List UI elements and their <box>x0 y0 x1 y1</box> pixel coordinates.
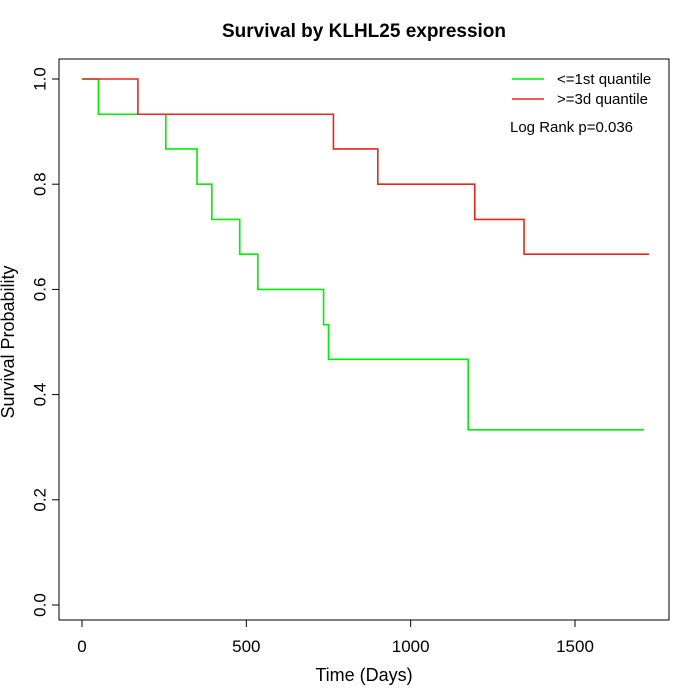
y-tick-label: 0.4 <box>31 383 50 407</box>
plot-frame <box>58 58 670 621</box>
survival-curve-high-quantile <box>82 78 649 255</box>
x-axis: 0 500 1000 1500 <box>77 619 594 656</box>
legend: <=1st quantile >=3d quantile <box>512 71 651 108</box>
legend-label: >=3d quantile <box>557 91 648 108</box>
series-layer <box>82 78 649 431</box>
y-tick-label: 0.0 <box>31 593 50 617</box>
x-tick-label: 500 <box>232 637 260 656</box>
y-tick-label: 0.2 <box>31 488 50 512</box>
legend-label: <=1st quantile <box>557 71 651 88</box>
x-tick-label: 0 <box>77 637 86 656</box>
x-tick-label: 1000 <box>392 637 430 656</box>
y-tick-label: 1.0 <box>31 67 50 91</box>
y-axis-title: Survival Probability <box>0 265 18 418</box>
y-tick-label: 0.8 <box>31 172 50 196</box>
y-axis: 0.0 0.2 0.4 0.6 0.8 1.0 <box>31 67 60 617</box>
chart-title: Survival by KLHL25 expression <box>222 21 506 42</box>
log-rank-annotation: Log Rank p=0.036 <box>510 119 633 136</box>
survival-curve-low-quantile <box>82 78 645 431</box>
x-axis-title: Time (Days) <box>315 665 412 685</box>
y-tick-label: 0.6 <box>31 278 50 302</box>
x-tick-label: 1500 <box>556 637 594 656</box>
